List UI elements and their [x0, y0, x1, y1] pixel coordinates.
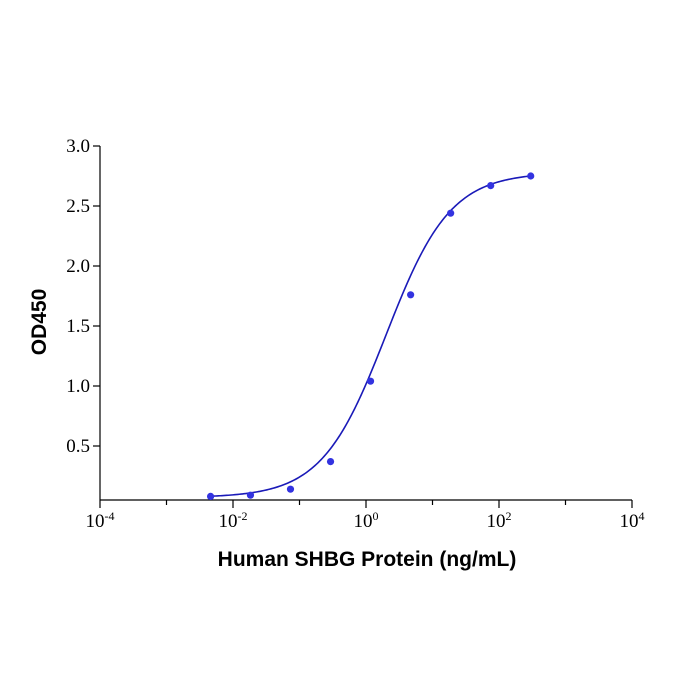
data-points [206, 172, 535, 500]
data-point [447, 209, 455, 217]
x-tick-label: 102 [487, 509, 512, 532]
data-point [366, 377, 375, 385]
x-tick-label: 10-4 [86, 509, 115, 532]
y-tick-label: 3.0 [66, 136, 90, 157]
y-tick-label: 1.0 [66, 376, 90, 397]
fit-curve [210, 175, 531, 498]
data-point [407, 291, 415, 299]
x-axis-title: Human SHBG Protein (ng/mL) [218, 548, 517, 571]
data-point [487, 182, 495, 190]
axes: 0.5 1.0 1.5 2.0 2.5 3.0 10-4 10-2 100 102 104 [66, 136, 644, 532]
data-point [326, 458, 335, 466]
data-point [206, 492, 215, 500]
x-tick-label: 100 [354, 509, 379, 532]
y-axis-title: OD450 [28, 289, 51, 356]
data-point [527, 172, 535, 180]
x-tick-label: 10-2 [219, 509, 248, 532]
y-tick-label: 2.0 [66, 256, 90, 277]
y-tick-label: 2.5 [66, 196, 90, 217]
y-tick-label: 0.5 [66, 436, 90, 457]
x-tick-label: 104 [620, 509, 645, 532]
fit-curve-group [210, 175, 531, 498]
data-point [246, 491, 255, 499]
data-point [286, 485, 295, 493]
y-tick-label: 1.5 [66, 316, 90, 337]
